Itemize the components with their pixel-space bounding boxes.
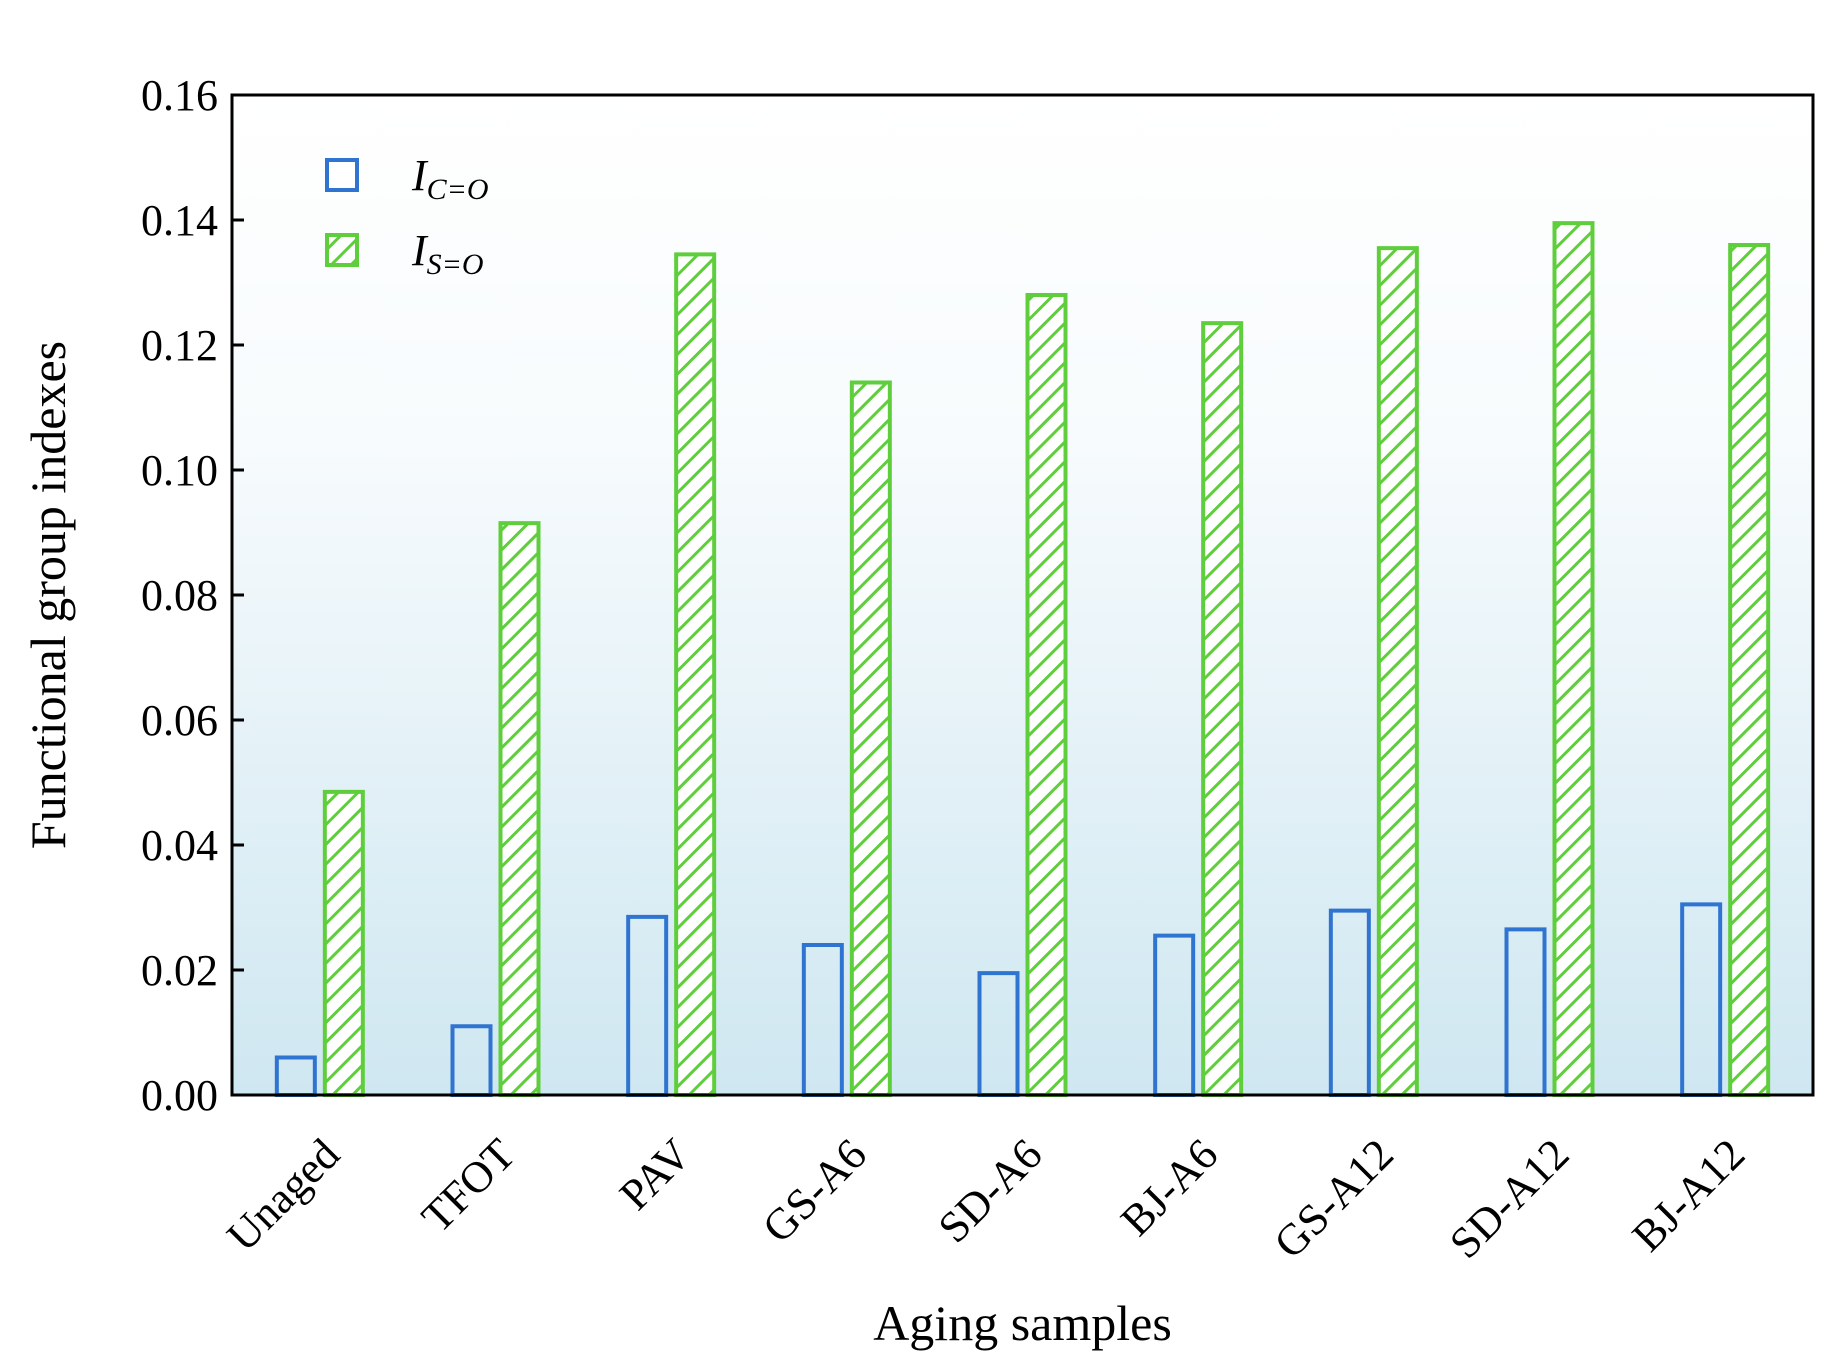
x-tick-label: PAV — [610, 1129, 700, 1219]
bar-is-o-unaged — [322, 789, 365, 1097]
x-tick-label: TFOT — [412, 1129, 525, 1242]
y-tick-label: 0.16 — [141, 71, 218, 120]
bar-is-o-sd-a6 — [1025, 293, 1068, 1097]
y-tick-label: 0.06 — [141, 696, 218, 745]
y-tick-label: 0.14 — [141, 196, 218, 245]
bar-is-o-bj-a12 — [1728, 243, 1771, 1097]
bars-layer — [274, 221, 1771, 1097]
y-tick-label: 0.10 — [141, 446, 218, 495]
bar-is-o-bj-a6 — [1201, 321, 1244, 1097]
y-tick-label: 0.00 — [141, 1071, 218, 1120]
y-axis-title: Functional group indexes — [20, 341, 76, 849]
legend: IC=O IS=O — [325, 151, 489, 281]
x-tick-label: BJ-A6 — [1111, 1129, 1227, 1245]
y-tick-label: 0.12 — [141, 321, 218, 370]
legend-swatch — [325, 158, 359, 192]
x-tick-label: Unaged — [217, 1129, 348, 1260]
x-axis: Unaged TFOT PAV GS-A6 SD-A6 BJ-A6 GS-A12 SD-A12… — [217, 1129, 1754, 1268]
bar-is-o-gs-a12 — [1376, 246, 1419, 1097]
legend-label: IS=O — [411, 226, 484, 281]
x-tick-label: SD-A12 — [1440, 1129, 1578, 1267]
x-tick-label: GS-A6 — [753, 1129, 876, 1252]
bar-is-o-sd-a12 — [1552, 221, 1595, 1097]
plot-area — [232, 95, 1813, 1095]
bar-is-o-tfot — [498, 521, 541, 1097]
legend-swatch — [325, 233, 359, 267]
x-tick-label: GS-A12 — [1265, 1129, 1403, 1267]
y-tick-label: 0.04 — [141, 821, 218, 870]
y-tick-label: 0.02 — [141, 946, 218, 995]
x-tick-label: SD-A6 — [929, 1129, 1052, 1252]
x-tick-label: BJ-A12 — [1623, 1129, 1754, 1260]
legend-label: IC=O — [411, 151, 489, 206]
y-axis: 0.00 0.02 0.04 0.06 0.08 0.10 0.12 0.14 0.16 — [141, 71, 244, 1120]
bar-is-o-gs-a6 — [849, 380, 892, 1097]
y-tick-label: 0.08 — [141, 571, 218, 620]
bar-is-o-pav — [674, 252, 717, 1097]
x-axis-title: Aging samples — [873, 1295, 1172, 1351]
